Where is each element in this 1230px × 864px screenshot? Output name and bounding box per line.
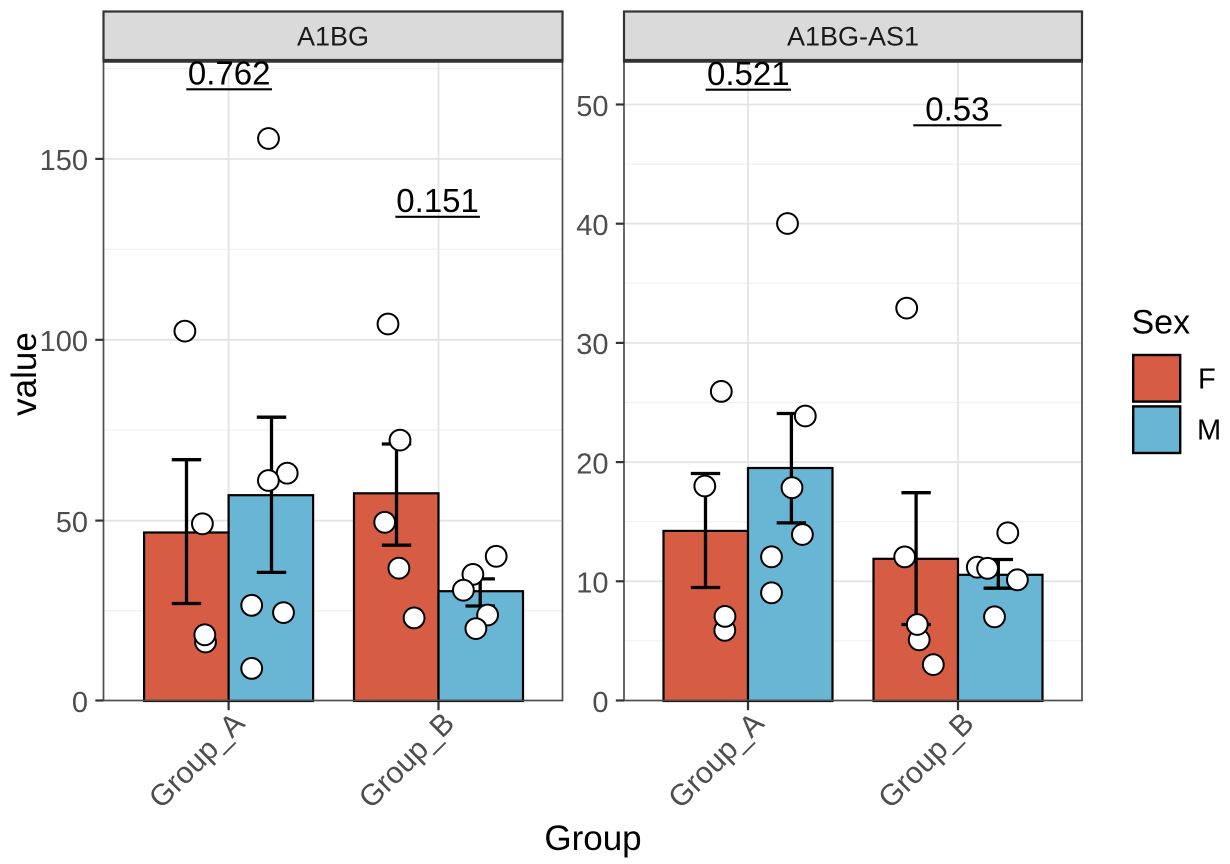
svg-text:50: 50 bbox=[576, 91, 608, 123]
svg-text:30: 30 bbox=[576, 329, 608, 361]
svg-text:A1BG: A1BG bbox=[297, 22, 369, 52]
svg-text:0.151: 0.151 bbox=[396, 182, 479, 219]
svg-text:F: F bbox=[1198, 364, 1216, 396]
svg-text:Sex: Sex bbox=[1132, 304, 1191, 342]
svg-text:0: 0 bbox=[592, 687, 608, 719]
svg-text:40: 40 bbox=[576, 210, 608, 242]
svg-text:0: 0 bbox=[72, 687, 88, 719]
svg-text:0.53: 0.53 bbox=[925, 91, 989, 128]
svg-text:value: value bbox=[5, 332, 44, 416]
svg-text:20: 20 bbox=[576, 448, 608, 480]
svg-text:100: 100 bbox=[40, 326, 88, 358]
svg-text:Group: Group bbox=[544, 819, 641, 858]
svg-text:M: M bbox=[1197, 415, 1221, 447]
svg-text:150: 150 bbox=[40, 145, 88, 177]
svg-text:0.762: 0.762 bbox=[188, 55, 271, 92]
svg-text:A1BG-AS1: A1BG-AS1 bbox=[787, 22, 919, 52]
svg-text:50: 50 bbox=[56, 507, 88, 539]
svg-text:10: 10 bbox=[576, 568, 608, 600]
svg-text:0.521: 0.521 bbox=[707, 55, 790, 92]
